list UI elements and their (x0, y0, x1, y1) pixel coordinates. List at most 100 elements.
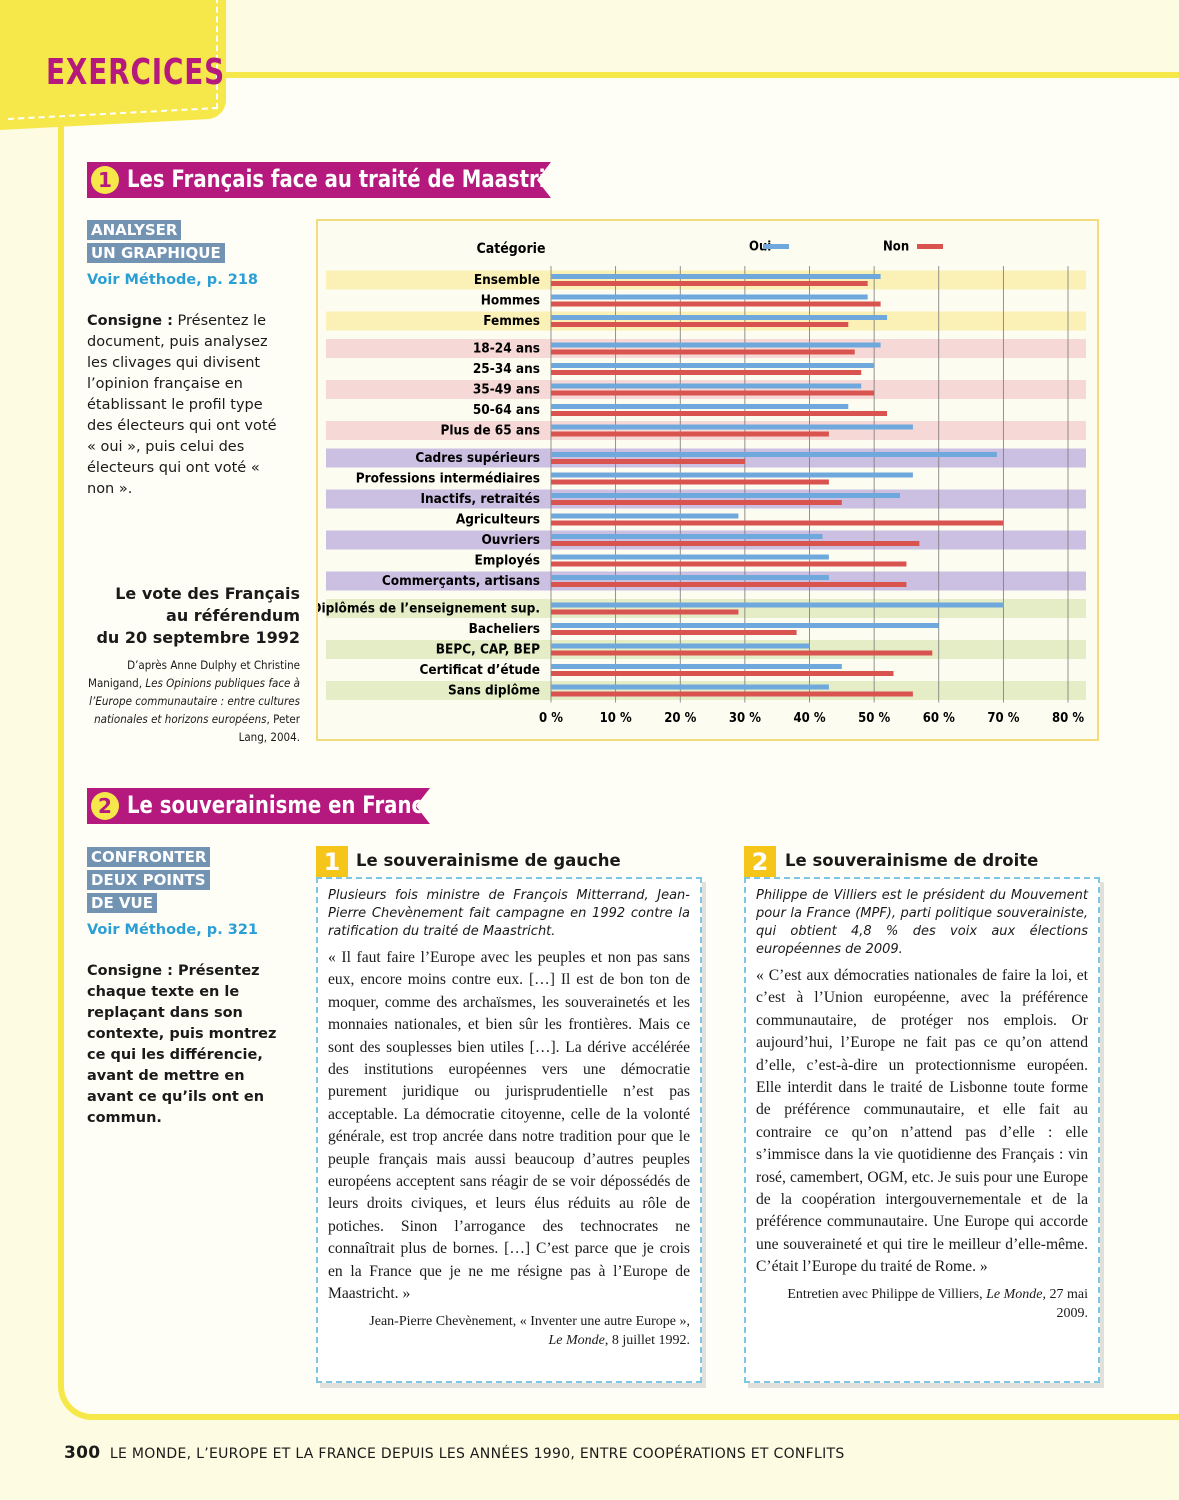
category-label: Cadres supérieurs (415, 450, 540, 466)
document-text: « C’est aux démocraties nationales de fa… (756, 967, 1088, 1276)
x-tick-label: 30 % (729, 711, 761, 726)
category-label: Commerçants, artisans (382, 573, 540, 589)
document-text: « Il faut faire l’Europe avec les peuple… (328, 949, 690, 1303)
bar (551, 424, 913, 430)
document-box: Plusieurs fois ministre de François Mitt… (316, 877, 702, 1383)
row-band (326, 270, 1086, 290)
skill-label: DEUX POINTS (87, 870, 210, 890)
method-link: Voir Méthode, p. 218 (87, 272, 259, 288)
document-citation: Entretien avec Philippe de Villiers, Le … (756, 1285, 1088, 1323)
section-title: 1 Les Français face au traité de Maastric… (87, 162, 551, 198)
consigne-text: Présentez le document, puis analysez les… (87, 313, 277, 497)
bar (551, 671, 894, 676)
category-label: 25-34 ans (473, 361, 540, 377)
bar (551, 534, 823, 539)
bar (551, 513, 739, 519)
citation-author: Entretien avec Philippe de Villiers, (787, 1286, 983, 1302)
x-tick-label: 10 % (600, 711, 632, 726)
bar (551, 684, 829, 690)
bar (551, 315, 888, 320)
row-band (326, 681, 1086, 700)
legend-label: Oui (749, 240, 771, 255)
citation-journal: Le Monde (548, 1332, 605, 1348)
skill-label: CONFRONTER (87, 847, 211, 867)
category-label: Inactifs, retraités (420, 491, 540, 507)
section-number: 2 (91, 792, 119, 820)
bar (551, 541, 920, 546)
document-number: 1 (316, 846, 348, 878)
bar (551, 664, 842, 669)
category-label: Plus de 65 ans (440, 423, 540, 439)
x-tick-label: 20 % (664, 711, 696, 726)
skill-label: UN GRAPHIQUE (87, 243, 225, 263)
category-label: Certificat d’étude (420, 662, 540, 678)
legend-swatch (763, 244, 789, 249)
category-label: Agriculteurs (456, 512, 540, 528)
caption-line: au référendum (166, 606, 300, 625)
document-intro: Plusieurs fois ministre de François Mitt… (328, 888, 690, 939)
citation-date: , 27 mai 2009. (1042, 1286, 1089, 1321)
bar (551, 274, 881, 279)
category-label: BEPC, CAP, BEP (436, 642, 540, 658)
x-tick-label: 40 % (793, 711, 825, 726)
bar (551, 650, 933, 656)
bar (551, 281, 868, 286)
skill-box: ANALYSER UN GRAPHIQUE Voir Méthode, p. 2… (87, 220, 287, 288)
bar (551, 493, 900, 498)
document-intro: Philippe de Villiers est le président du… (756, 888, 1088, 957)
category-label: Femmes (483, 313, 540, 329)
bar (551, 411, 888, 416)
row-band (326, 530, 1086, 550)
bar (551, 554, 829, 560)
category-label: Professions intermédiaires (356, 471, 540, 487)
bar (551, 602, 1004, 608)
method-link: Voir Méthode, p. 321 (87, 922, 259, 938)
document-box: Philippe de Villiers est le président du… (744, 877, 1100, 1383)
document-citation: Jean-Pierre Chevènement, « Inventer une … (328, 1312, 690, 1350)
bar (551, 431, 829, 437)
chart-caption: Le vote des Français au référendum du 20… (85, 583, 300, 649)
footer-text: LE MONDE, L’EUROPE ET LA FRANCE DEPUIS L… (109, 1446, 845, 1462)
chart: 0 % 10 % 20 % 30 % 40 % 50 % 60 % 70 % 80 % Catég… (311, 240, 1086, 726)
x-tick-label: 80 % (1052, 711, 1084, 726)
row-band (326, 339, 1086, 358)
source-text: D’après Anne Dulphy et Christine Manigan… (88, 658, 300, 690)
category-label: Diplômés de l’enseignement sup. (318, 601, 540, 617)
row-band (326, 380, 1086, 399)
bar (551, 575, 829, 580)
citation-journal: Le Monde (986, 1286, 1043, 1302)
citation-author: Jean-Pierre Chevènement, « Inventer une … (369, 1313, 690, 1329)
bar (551, 370, 862, 375)
category-label: Hommes (481, 293, 540, 309)
source-title: Les Opinions publiques face à l’Europe c… (89, 676, 300, 726)
bar (551, 623, 939, 628)
bar (551, 691, 913, 697)
row-band (326, 311, 1086, 331)
bar (551, 301, 881, 307)
section-title: 2 Le souverainisme en France (87, 788, 430, 824)
category-label: 35-49 ans (473, 382, 540, 398)
bar (551, 404, 849, 409)
footer: 300 LE MONDE, L’EUROPE ET LA FRANCE DEPU… (64, 1443, 845, 1463)
caption-line: Le vote des Français (115, 584, 300, 603)
bar (551, 349, 855, 355)
consigne-label: Consigne : (87, 963, 173, 979)
bar (551, 322, 849, 327)
bar (551, 383, 862, 389)
category-label: Employés (474, 553, 540, 569)
bar (551, 609, 739, 615)
source-text: , Peter Lang, 2004. (238, 712, 300, 744)
citation-date: , 8 juillet 1992. (604, 1332, 690, 1348)
header-title: EXERCICES (46, 52, 226, 93)
bar (551, 500, 842, 505)
bar (551, 520, 1004, 526)
bar (551, 294, 868, 300)
bar (551, 390, 875, 396)
legend-swatch (917, 244, 943, 249)
category-label: Bacheliers (469, 621, 540, 637)
category-label: Ensemble (474, 272, 540, 288)
bar (551, 643, 810, 649)
caption-line: du 20 septembre 1992 (96, 628, 300, 647)
category-label: 18-24 ans (473, 341, 540, 357)
bar (551, 582, 907, 587)
